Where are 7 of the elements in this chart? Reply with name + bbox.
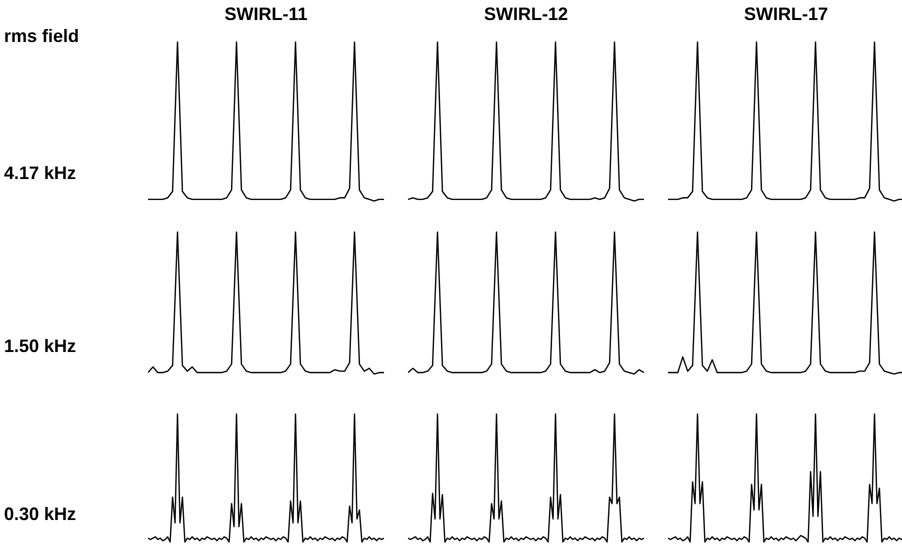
text: rms field (4, 26, 80, 47)
y-axis-title: 0.30 kHz (4, 504, 76, 525)
chart-title: SWIRL-11 (223, 4, 308, 25)
chart-title: SWIRL-17 (742, 4, 829, 25)
chart-title: SWIRL-12 (482, 4, 569, 25)
y-axis-title: 4.17 kHz (4, 163, 76, 184)
y-axis-title: 1.50 kHz (4, 336, 76, 357)
